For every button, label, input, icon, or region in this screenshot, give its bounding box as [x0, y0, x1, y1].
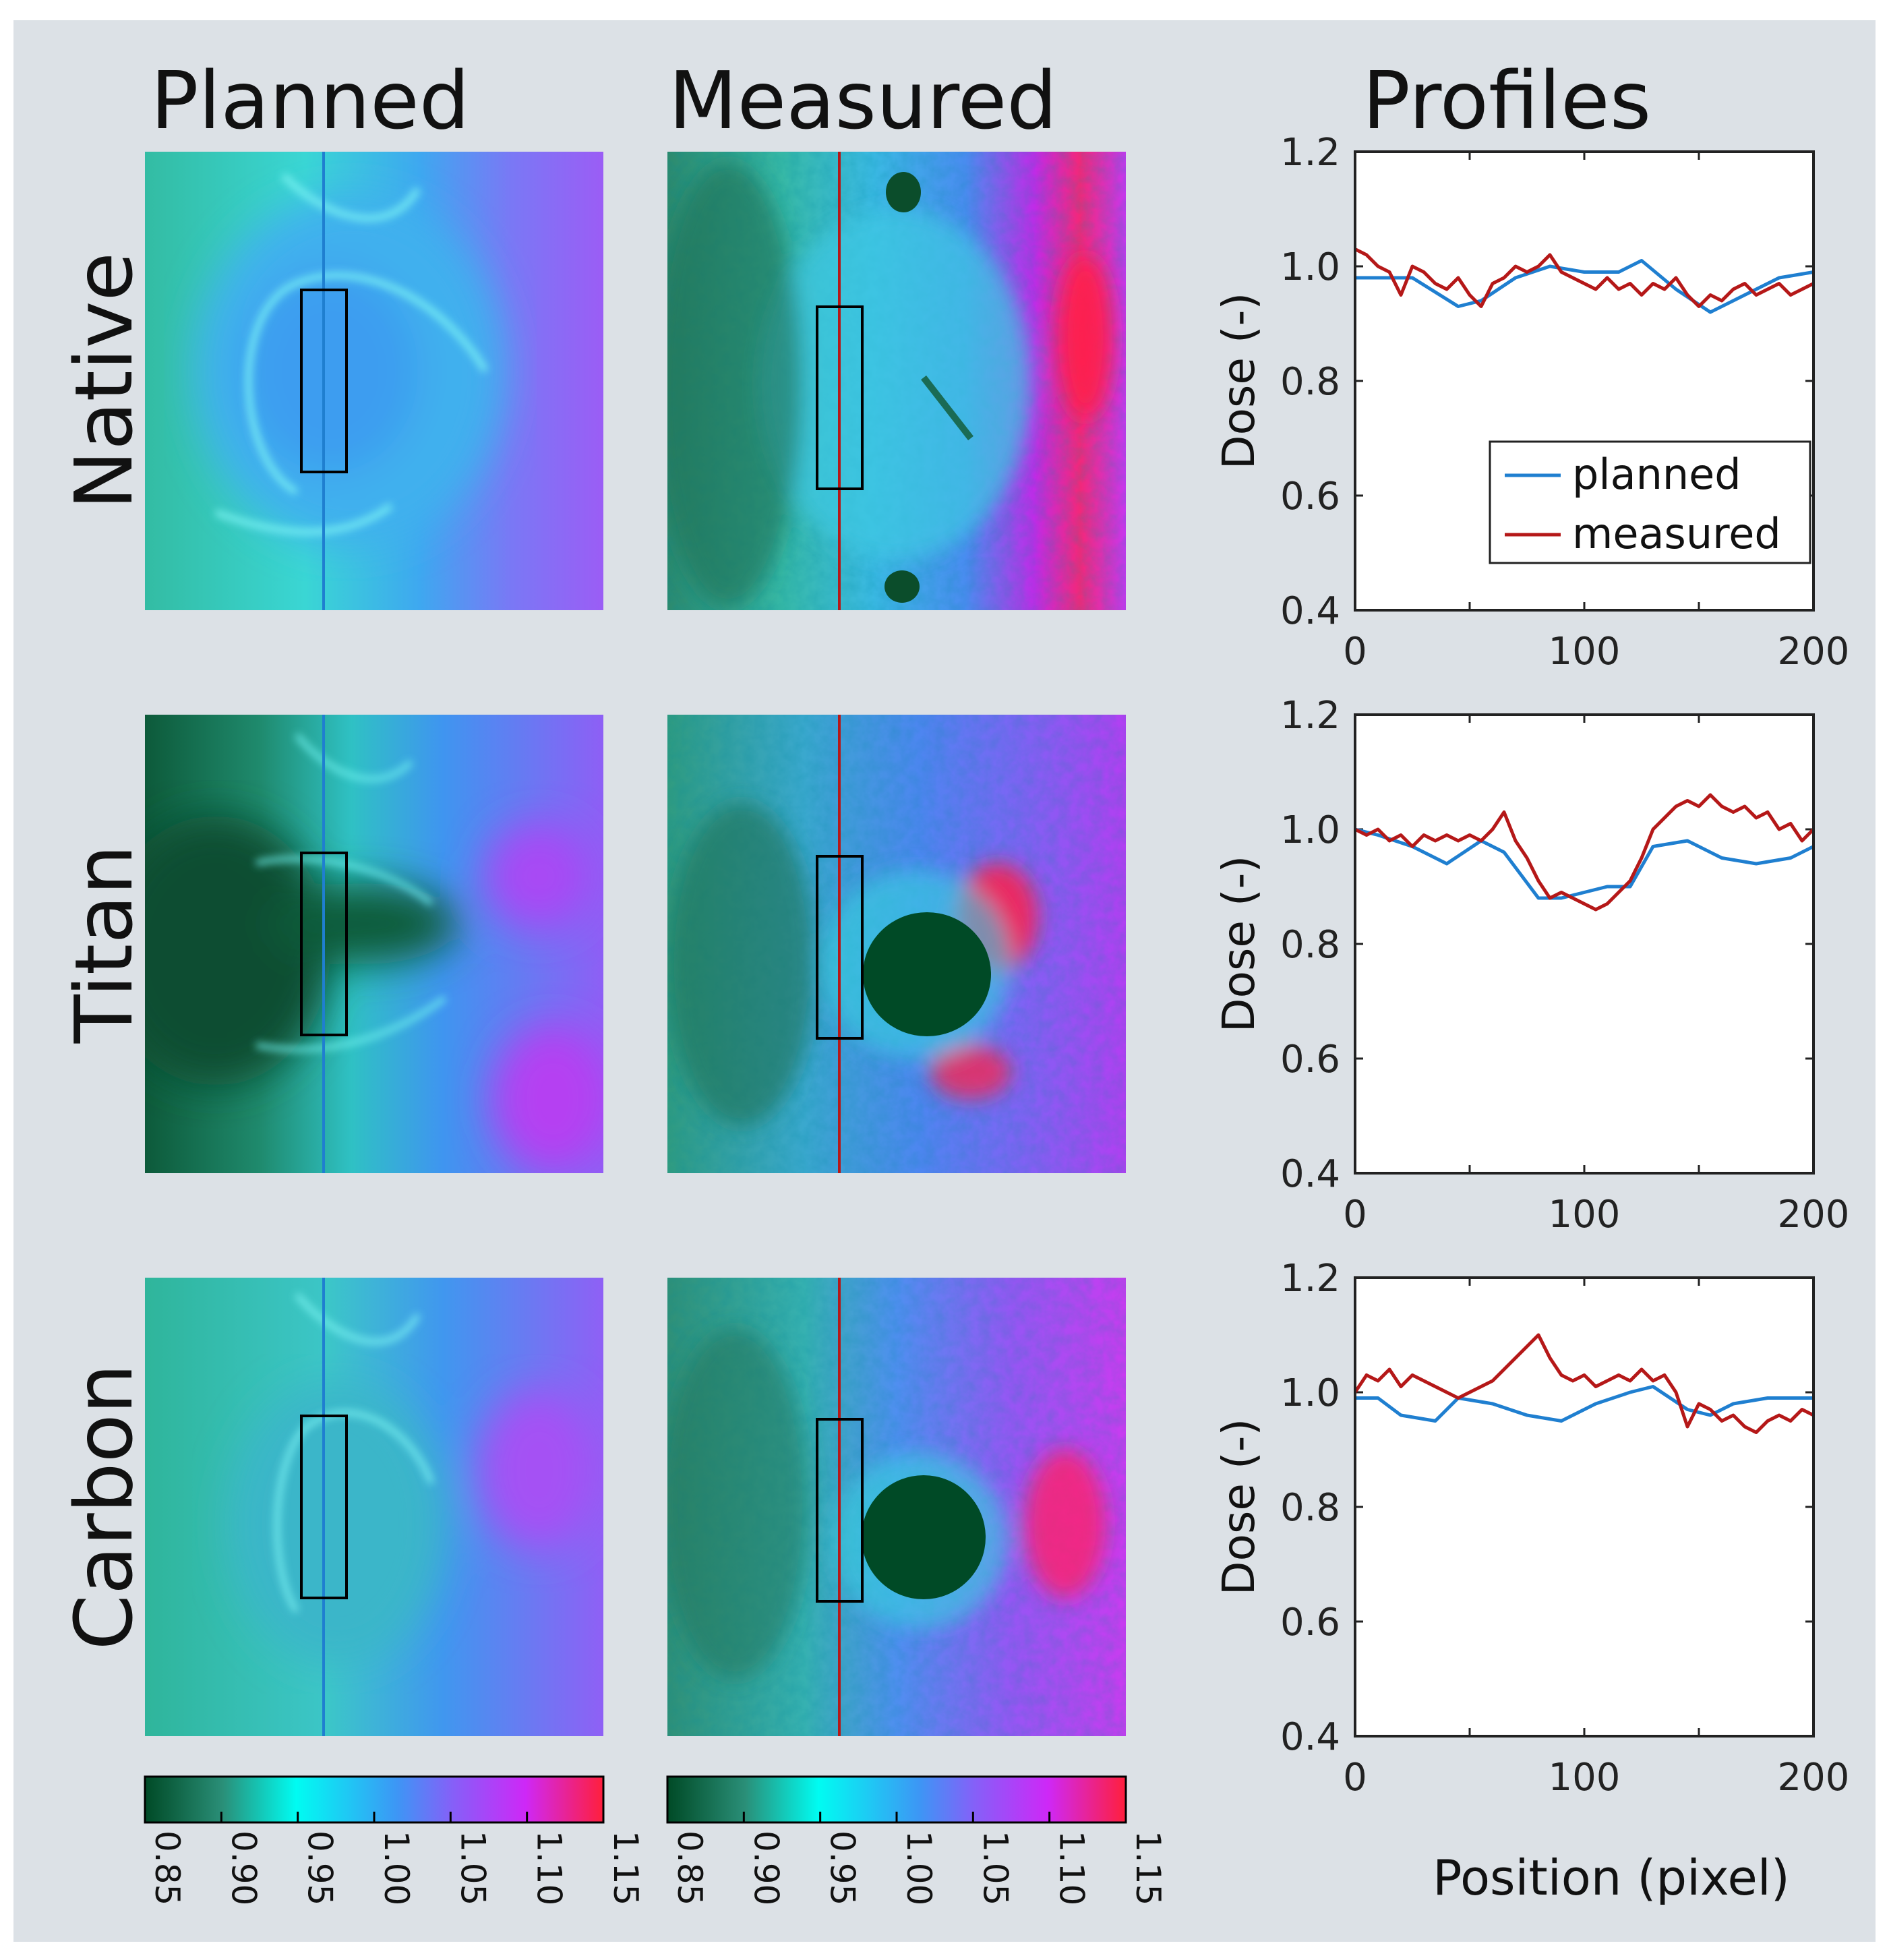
axes-frame	[1354, 713, 1815, 1175]
measured-map-carbon	[667, 1278, 1126, 1736]
measured-map-native	[667, 152, 1126, 610]
axes-frame	[1354, 1276, 1815, 1738]
y-tick-label: 0.4	[1280, 1152, 1340, 1196]
y-axis-label: Dose (-)	[1213, 856, 1265, 1033]
x-tick-label: 100	[1549, 630, 1621, 674]
measured-artifact-top	[886, 172, 921, 212]
profile-plot-native: 0.4 0.6 0.8 1.0 1.2 0 100 200 Dose (-) planned mea…	[1213, 131, 1849, 674]
series-planned	[1354, 827, 1815, 900]
colorbar-tick-label: 1.15	[1129, 1831, 1168, 1905]
colorbar-tick-label: 1.10	[530, 1831, 569, 1905]
colorbar-tick-label: 1.05	[976, 1831, 1015, 1905]
colorbar-tick-label: 1.05	[453, 1831, 492, 1905]
x-tick-label: 0	[1343, 1193, 1367, 1237]
x-axis-label: Position (pixel)	[1433, 1849, 1790, 1906]
planned-roi-box-carbon	[300, 1415, 348, 1599]
measured-implant-titan	[863, 912, 991, 1036]
measured-artifact-bottom	[884, 570, 920, 603]
colorbar-planned: 0.85 0.90 0.95 1.00 1.05 1.10 1.15	[144, 1775, 645, 1905]
axes-frame	[1354, 150, 1815, 612]
colorbar-tick-label: 0.90	[746, 1831, 785, 1905]
x-tick-label: 100	[1549, 1756, 1621, 1800]
y-tick-label: 0.6	[1280, 1038, 1340, 1081]
header-planned: Planned	[150, 54, 469, 147]
y-tick-label: 1.2	[1280, 1257, 1340, 1301]
planned-map-carbon	[145, 1278, 603, 1736]
y-tick-label: 0.4	[1280, 589, 1340, 633]
y-tick-label: 0.8	[1280, 1486, 1340, 1530]
planned-map-native	[145, 152, 603, 610]
series-measured	[1354, 793, 1815, 912]
header-measured: Measured	[669, 54, 1057, 147]
x-tick-label: 0	[1343, 630, 1367, 674]
plot-area	[1355, 715, 1813, 1173]
row-label-native: Native	[57, 252, 150, 510]
legend-label-planned: planned	[1572, 450, 1741, 499]
measured-roi-box-native	[816, 305, 864, 490]
colorbar-tick-label: 1.10	[1052, 1831, 1091, 1905]
y-tick-label: 0.4	[1280, 1715, 1340, 1759]
x-tick-label: 100	[1549, 1193, 1621, 1237]
measured-roi-box-carbon	[816, 1418, 864, 1603]
legend-label-measured: measured	[1572, 509, 1781, 558]
y-tick-label: 0.8	[1280, 923, 1340, 967]
series-planned	[1355, 1385, 1813, 1423]
y-tick-label: 1.0	[1280, 1371, 1340, 1415]
planned-roi-box-native	[300, 289, 348, 473]
colorbar-tick-label: 0.85	[670, 1831, 709, 1905]
header-profiles: Profiles	[1362, 54, 1651, 147]
y-tick-label: 1.2	[1280, 694, 1340, 738]
row-label-carbon: Carbon	[57, 1363, 150, 1650]
y-tick-label: 1.2	[1280, 131, 1340, 175]
x-tick-label: 200	[1778, 1756, 1850, 1800]
measured-implant-carbon	[862, 1475, 986, 1599]
colorbar-tick-label: 1.00	[377, 1831, 416, 1905]
colorbar-tick-label: 0.95	[301, 1831, 340, 1905]
x-tick-label: 0	[1343, 1756, 1367, 1800]
plot-area	[1355, 1278, 1813, 1736]
series-planned	[1355, 259, 1814, 314]
y-tick-label: 1.0	[1280, 245, 1340, 289]
figure-canvas: Planned Measured Profiles Native Titan C…	[13, 20, 1876, 1942]
measured-map-titan	[667, 715, 1126, 1173]
y-tick-label: 0.8	[1280, 360, 1340, 404]
figure: Planned Measured Profiles Native Titan C…	[13, 20, 1876, 1942]
planned-map-titan	[145, 715, 603, 1173]
y-tick-label: 0.6	[1280, 1601, 1340, 1644]
colorbar-tick-label: 1.00	[899, 1831, 938, 1905]
profile-plot-carbon: 0.4 0.6 0.8 1.0 1.2 0 100 200 Dose (-) Position (…	[1213, 1257, 1849, 1906]
colorbar-tick-label: 0.85	[148, 1831, 187, 1905]
colorbar-measured: 0.85 0.90 0.95 1.00 1.05 1.10 1.15	[666, 1775, 1168, 1905]
x-tick-label: 200	[1778, 630, 1850, 674]
colorbar-tick-label: 0.95	[823, 1831, 862, 1905]
legend-box	[1489, 440, 1811, 564]
series-measured	[1353, 1333, 1815, 1434]
y-tick-label: 1.0	[1280, 808, 1340, 852]
colorbar-tick-label: 1.15	[606, 1831, 645, 1905]
y-tick-label: 0.6	[1280, 475, 1340, 518]
y-axis-label: Dose (-)	[1213, 293, 1265, 470]
planned-roi-box-titan	[300, 852, 348, 1036]
colorbar-tick-label: 0.90	[224, 1831, 263, 1905]
measured-roi-box-titan	[816, 855, 864, 1040]
series-measured	[1354, 247, 1815, 308]
row-label-titan: Titan	[57, 845, 150, 1044]
x-tick-label: 200	[1778, 1193, 1850, 1237]
profile-plot-titan: 0.4 0.6 0.8 1.0 1.2 0 100 200 Dose (-)	[1213, 694, 1849, 1237]
y-axis-label: Dose (-)	[1213, 1419, 1265, 1596]
